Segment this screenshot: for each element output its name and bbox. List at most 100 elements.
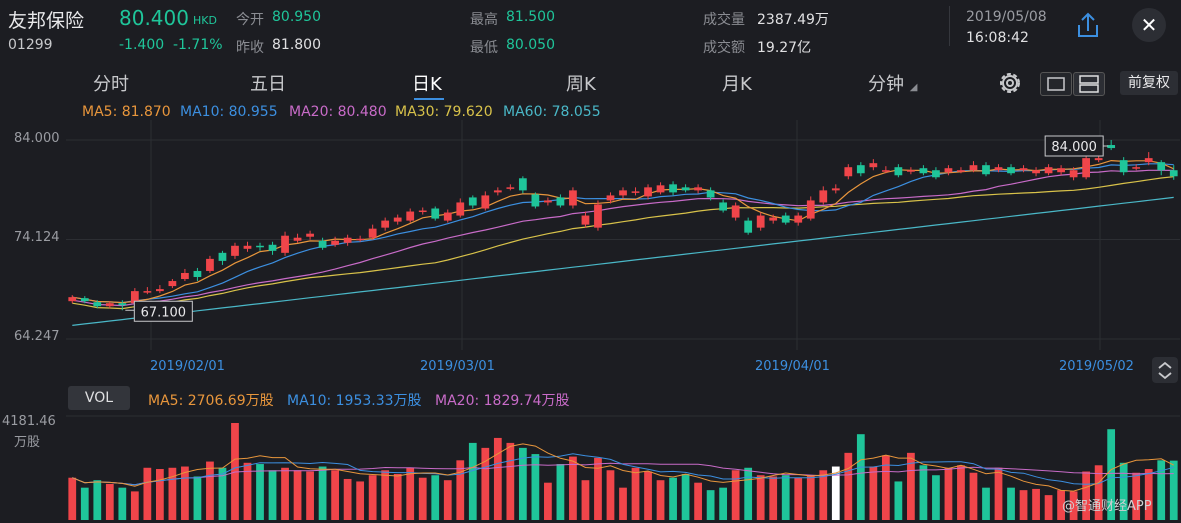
candle-body [368, 228, 377, 238]
volume-bar [994, 467, 1003, 520]
volume-bar [181, 466, 189, 520]
candle-body [606, 195, 615, 201]
share-button[interactable] [1070, 8, 1106, 44]
volume-bar [819, 470, 828, 520]
volume-bar [1057, 490, 1065, 520]
low-value: 80.050 [506, 37, 555, 53]
candle-body [1094, 158, 1103, 161]
min-label: 67.100 [141, 305, 187, 320]
candle-body [468, 197, 477, 206]
candle-body [1032, 170, 1040, 174]
candle-body [794, 215, 803, 223]
candle-body [105, 303, 114, 307]
volume-bar [118, 487, 127, 520]
vol-indicator-button[interactable]: VOL [68, 386, 130, 410]
max-label-box [1044, 135, 1104, 157]
expand-icon [1158, 361, 1172, 380]
y-tick-bottom: 64.247 [14, 329, 60, 344]
volume-bar [431, 475, 440, 520]
close-button[interactable]: ✕ [1132, 8, 1166, 42]
candle-body [694, 187, 702, 191]
candle-body [1144, 158, 1153, 163]
tab-five-day[interactable]: 五日 [250, 74, 286, 95]
volume-bar [456, 460, 465, 520]
candle-body [381, 220, 390, 228]
candle-body [1057, 168, 1065, 173]
volume-bar [694, 482, 702, 520]
ma20-line [72, 169, 1174, 307]
candle-body [518, 178, 527, 191]
expand-button[interactable] [1152, 357, 1178, 383]
volume-bar [907, 452, 915, 520]
vol-axis-top: 4181.46 [2, 414, 56, 429]
volume-bar [881, 455, 890, 520]
candle-body [756, 215, 765, 228]
layout-split-icon [1079, 75, 1099, 93]
quote-time: 16:08:42 [966, 30, 1029, 46]
candle-body [944, 168, 953, 173]
candle-body [907, 170, 915, 172]
volume-bar [869, 466, 878, 520]
candle-body [719, 202, 728, 211]
tab-intraday[interactable]: 分时 [93, 74, 129, 95]
open-value: 80.950 [272, 9, 321, 25]
x-date-label: 2019/04/01 [755, 359, 830, 374]
tab-daily-k[interactable]: 日K [412, 74, 442, 95]
settings-button[interactable] [995, 68, 1025, 98]
volume-bar [381, 470, 390, 520]
candle-body [669, 184, 677, 193]
volume-bar [256, 464, 264, 520]
price-adjust-button[interactable]: 前复权 [1120, 71, 1178, 95]
tab-weekly-k[interactable]: 周K [566, 74, 596, 95]
layout-split-button[interactable] [1073, 72, 1105, 96]
volume-bar [1094, 465, 1103, 520]
volume-bar [506, 442, 515, 520]
candle-body [982, 165, 990, 175]
candle-body [656, 185, 665, 193]
candle-body [218, 252, 227, 261]
volume-bar [719, 487, 728, 520]
volume-bar [481, 447, 490, 520]
currency: HKD [193, 14, 217, 27]
candle-body [306, 233, 314, 237]
volume-bar [982, 487, 990, 520]
candle-body [318, 240, 327, 248]
volume-bar [93, 480, 102, 520]
volume-bar [919, 465, 928, 520]
x-date-label: 2019/05/02 [1059, 359, 1134, 374]
tab-minute[interactable]: 分钟 ◢ [868, 70, 917, 96]
vol-ma10-line [72, 453, 1174, 486]
candle-body [881, 170, 890, 172]
candlestick-chart: 84.000 67.100 [66, 120, 1180, 350]
candle-body [969, 165, 978, 171]
candle-body [118, 303, 127, 306]
candle-body [631, 191, 640, 193]
y-tick-top: 84.000 [14, 131, 60, 146]
volume-bar [1157, 460, 1166, 520]
volume-bar [744, 467, 753, 520]
volume-bar [443, 480, 452, 520]
ma60-line [72, 196, 1174, 326]
candle-body [293, 237, 302, 241]
volume-bar [544, 482, 552, 520]
volume-bar [806, 475, 815, 520]
turnover-label: 成交额 [703, 40, 745, 56]
candle-body [68, 297, 77, 302]
quote-date: 2019/05/08 [966, 9, 1047, 25]
prev-close-value: 81.800 [272, 37, 321, 53]
volume-bar [306, 471, 314, 520]
candle-body [206, 258, 214, 271]
candle-body [581, 215, 590, 225]
volume-bar [957, 465, 965, 520]
layout-single-button[interactable] [1040, 72, 1072, 96]
share-icon [1078, 12, 1098, 37]
ma5-legend: MA5: 81.870 [82, 104, 171, 120]
candle-body [481, 195, 490, 209]
candle-body [831, 188, 840, 191]
volume-bar [155, 469, 164, 520]
tab-monthly-k[interactable]: 月K [722, 74, 752, 95]
candle-body [919, 168, 928, 174]
candle-body [781, 215, 790, 223]
volume-bar [681, 473, 690, 520]
header-divider [949, 6, 950, 46]
